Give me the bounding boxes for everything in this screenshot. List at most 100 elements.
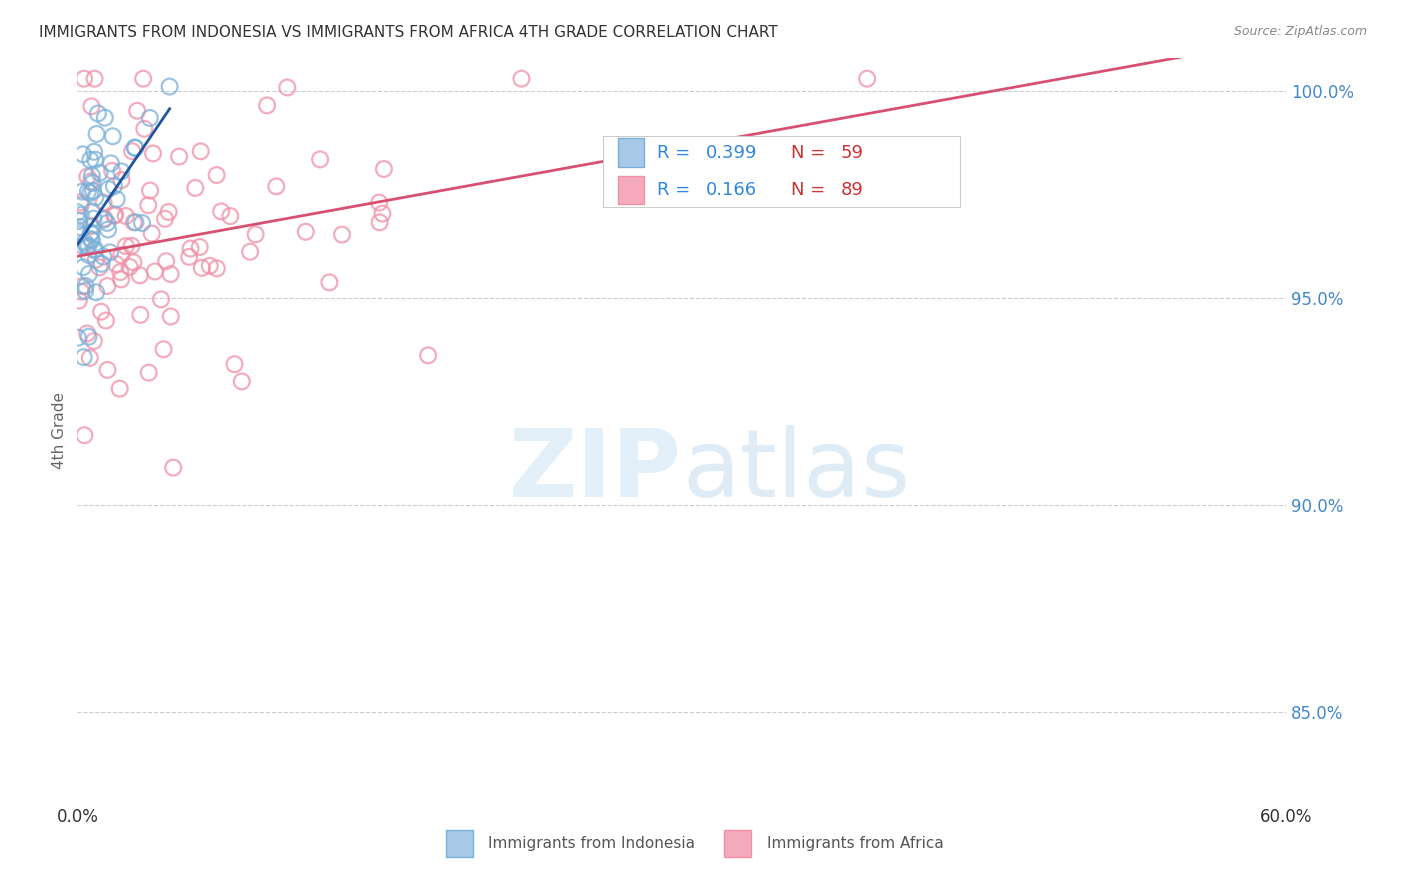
Point [191,260,214,275]
Text: N =: N = [790,181,831,199]
Point [142,146,165,161]
Point [66,331,89,345]
Point [198,259,221,273]
Point [83,334,105,348]
Point [83,145,105,159]
Point [152,343,174,357]
Point [205,261,228,276]
Point [82,176,104,190]
Point [80,233,103,247]
Point [73,350,96,364]
Point [124,141,146,155]
Point [101,129,124,144]
Point [266,179,288,194]
Text: R =: R = [657,181,696,199]
Point [96,279,118,293]
Point [79,351,101,365]
Point [67,227,90,242]
Point [80,232,103,246]
Point [139,111,162,125]
Point [510,71,533,86]
Point [84,252,107,267]
Point [139,184,162,198]
Point [70,185,93,199]
Point [179,250,201,264]
Point [96,363,118,377]
Point [138,366,160,380]
Point [76,185,98,199]
Point [124,215,146,229]
Point [256,98,278,112]
Point [82,204,104,219]
Point [84,153,107,167]
Point [239,244,262,259]
Point [87,106,110,120]
Point [105,192,128,206]
Point [75,239,97,253]
Point [69,195,91,210]
Point [114,209,136,223]
Point [83,243,105,257]
Point [159,267,181,281]
Point [110,265,132,279]
Point [157,205,180,219]
Point [167,150,190,164]
Point [121,239,143,253]
Point [368,195,391,210]
Point [118,260,141,274]
Point [101,163,124,178]
Text: atlas: atlas [682,425,910,517]
Text: Immigrants from Indonesia: Immigrants from Indonesia [488,837,696,851]
Point [77,239,100,253]
Point [76,326,98,341]
Point [80,219,103,233]
Text: 0.166: 0.166 [706,181,758,199]
Text: Source: ZipAtlas.com: Source: ZipAtlas.com [1233,25,1367,38]
Point [294,225,316,239]
Point [114,239,136,253]
Point [108,382,131,396]
Point [89,166,111,180]
Point [79,227,101,241]
Point [93,195,115,210]
Text: R =: R = [657,144,696,161]
Point [124,140,146,154]
Point [110,164,132,178]
Point [70,285,93,299]
Point [84,190,107,204]
Point [162,460,184,475]
Point [94,313,117,327]
Point [86,127,108,141]
Point [122,215,145,229]
Point [104,208,127,222]
Point [70,279,93,293]
Point [180,242,202,256]
Point [80,99,103,113]
Point [245,227,267,242]
Point [80,226,103,240]
Point [127,103,149,118]
Point [84,243,107,257]
Point [153,211,176,226]
Point [856,71,879,86]
Point [371,206,394,220]
Point [72,260,94,275]
Point [318,276,340,290]
Text: ZIP: ZIP [509,425,682,517]
Point [77,330,100,344]
Point [89,260,111,275]
Point [83,211,105,226]
Point [416,348,439,362]
Point [76,169,98,184]
Point [110,248,132,262]
Point [205,168,228,182]
Point [67,214,90,228]
Point [155,254,177,268]
Point [105,257,128,271]
Point [276,80,298,95]
Point [80,174,103,188]
Point [90,257,112,271]
Point [97,222,120,236]
Point [131,216,153,230]
Point [75,279,97,293]
